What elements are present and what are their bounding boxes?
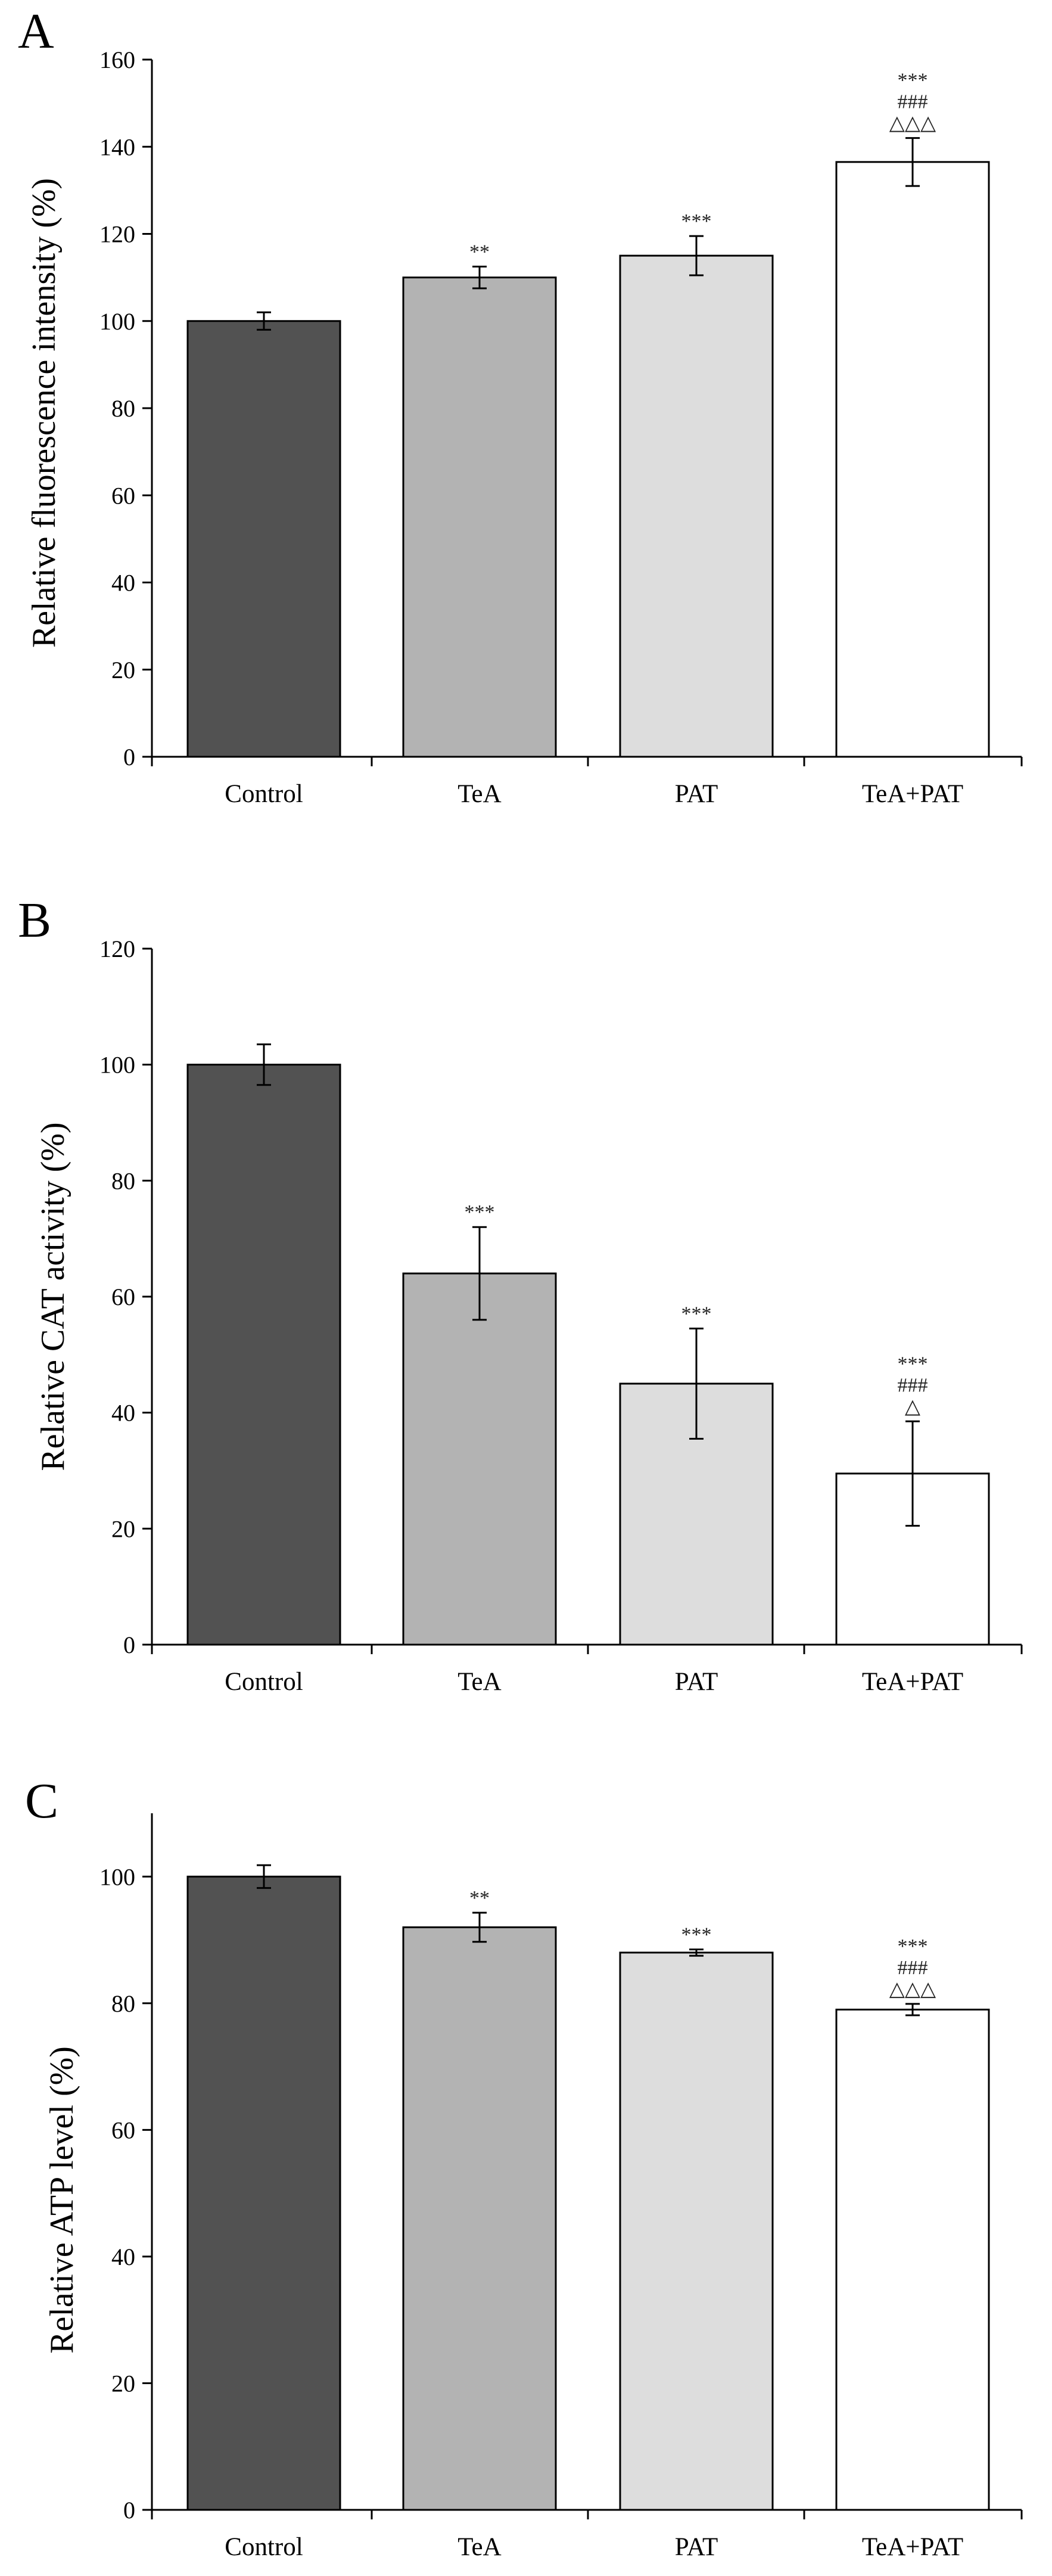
- panel-b-y-tick-label-3: 40: [111, 1400, 135, 1427]
- panel-b-x-tick-label-3: PAT: [675, 1668, 718, 1696]
- panel-c-y-tick-label-2: 20: [111, 2370, 135, 2397]
- panel-c: C Relative ATP level (%) Control ** TeA ***…: [25, 1773, 1023, 2561]
- panel-a-y-tick-label-1: 0: [123, 744, 135, 770]
- panel-a-y-tick-label-4: 60: [111, 482, 135, 509]
- panel-a-y-tick-label-2: 20: [111, 657, 135, 683]
- panel-a-bar-4: [835, 161, 990, 758]
- panel-c-x-tick-label-2: TeA: [457, 2533, 501, 2561]
- panel-b-x-tick-label-2: TeA: [457, 1668, 501, 1696]
- panel-a-x-tick-label-1: Control: [225, 780, 303, 808]
- panel-c-y-tick-label-3: 40: [111, 2243, 135, 2270]
- panel-b-y-tick-label-6: 100: [99, 1052, 135, 1079]
- panel-b-error-bar-2: [472, 1226, 487, 1321]
- panel-c-y-tick-label-5: 80: [111, 1990, 135, 2017]
- panel-c-y-tick-label-4: 60: [111, 2117, 135, 2143]
- panel-a-y-tick-label-6: 100: [99, 308, 135, 335]
- panel-c-significance-4-3: △△△: [889, 1978, 936, 2000]
- panel-b-y-tick-label-2: 20: [111, 1515, 135, 1542]
- panel-b-error-bar-4: [905, 1420, 920, 1527]
- panel-a-error-bar-1: [257, 311, 271, 331]
- panel-a-y-tick-label-7: 120: [99, 221, 135, 248]
- panel-a-bar-2: [402, 276, 557, 758]
- panel-a-bar-1: [186, 320, 341, 758]
- panel-c-x-tick-label-1: Control: [225, 2533, 303, 2561]
- panel-c-error-bar-2: [472, 1912, 487, 1943]
- panel-c-y-axis-title: Relative ATP level (%): [43, 2046, 80, 2354]
- panel-a-x-tick-label-4: TeA+PAT: [862, 780, 963, 808]
- panel-a-significance-4-1: ***: [898, 70, 928, 92]
- panel-a-letter: A: [18, 4, 54, 59]
- panel-b-y-tick-label-4: 60: [111, 1284, 135, 1310]
- panel-c-bar-2: [402, 1926, 557, 2511]
- panel-a-error-bar-4: [905, 137, 920, 187]
- panel-c-x-tick-label-4: TeA+PAT: [862, 2533, 963, 2561]
- panel-b-error-bar-3: [689, 1328, 704, 1440]
- panel-c-y-tick-label-1: 0: [123, 2497, 135, 2524]
- panel-b-marks: Control***TeA***PAT***###△TeA+PAT0204060…: [99, 936, 1023, 1696]
- panel-c-bar-4: [835, 2008, 990, 2511]
- panel-b-bar-2: [402, 1272, 557, 1646]
- panel-b-y-tick-label-1: 0: [123, 1632, 135, 1658]
- panel-a-significance-3-1: ***: [681, 210, 712, 232]
- panel-a-y-tick-label-5: 80: [111, 395, 135, 422]
- panel-c-significance-2-1: **: [469, 1887, 490, 1909]
- panel-b-significance-4-2: ###: [898, 1374, 928, 1396]
- panel-c-error-bar-3: [689, 1948, 704, 1957]
- panel-c-error-bar-1: [257, 1864, 271, 1889]
- panel-c-marks: Control**TeA***PAT***###△△△TeA+PAT020406…: [99, 1813, 1023, 2561]
- panel-c-significance-3-1: ***: [681, 1924, 712, 1946]
- panel-a-marks: Control**TeA***PAT***###△△△TeA+PAT020406…: [99, 46, 1023, 808]
- panel-b-letter: B: [18, 893, 51, 948]
- panel-c-error-bar-4: [905, 2003, 920, 2016]
- panel-c-y-tick-label-6: 100: [99, 1863, 135, 1890]
- panel-c-significance-4-2: ###: [898, 1957, 928, 1979]
- panel-a-y-tick-label-3: 40: [111, 570, 135, 596]
- panel-b-significance-4-1: ***: [898, 1353, 928, 1375]
- panel-b-significance-4-3: △: [905, 1396, 921, 1418]
- panel-a-y-tick-label-9: 160: [99, 46, 135, 73]
- panel-b-y-axis-title: Relative CAT activity (%): [35, 1122, 71, 1471]
- panel-c-x-tick-label-3: PAT: [675, 2533, 718, 2561]
- panel-b-significance-3-1: ***: [681, 1303, 712, 1325]
- panel-a-y-axis-title: Relative fluorescence intensity (%): [26, 178, 63, 648]
- panel-a-significance-4-3: △△△: [889, 113, 936, 135]
- panel-a-error-bar-3: [689, 235, 704, 276]
- panel-a-x-tick-label-2: TeA: [457, 780, 501, 808]
- panel-a-significance-4-2: ###: [898, 91, 928, 113]
- panel-b-y-tick-label-7: 120: [99, 936, 135, 962]
- panel-b-y-tick-label-5: 80: [111, 1167, 135, 1194]
- panel-b: B Relative CAT activity (%) Control *** Te…: [18, 893, 1023, 1696]
- panel-a-y-tick-label-8: 140: [99, 133, 135, 160]
- panel-b-error-bar-1: [257, 1043, 271, 1086]
- panel-a-x-tick-label-3: PAT: [675, 780, 718, 808]
- panel-a-significance-2-1: **: [469, 241, 490, 263]
- panel-c-bar-1: [186, 1875, 341, 2511]
- panel-b-bar-1: [186, 1064, 341, 1646]
- panel-a-error-bar-2: [472, 265, 487, 290]
- panel-c-significance-4-1: ***: [898, 1935, 928, 1957]
- panel-b-x-tick-label-1: Control: [225, 1668, 303, 1696]
- panel-b-x-tick-label-4: TeA+PAT: [862, 1668, 963, 1696]
- panel-a-bar-3: [619, 254, 774, 758]
- panel-b-significance-2-1: ***: [465, 1201, 495, 1223]
- panel-c-bar-3: [619, 1952, 774, 2511]
- panel-c-letter: C: [25, 1773, 58, 1829]
- panel-a: A Relative fluorescence intensity (%) Co…: [18, 4, 1023, 808]
